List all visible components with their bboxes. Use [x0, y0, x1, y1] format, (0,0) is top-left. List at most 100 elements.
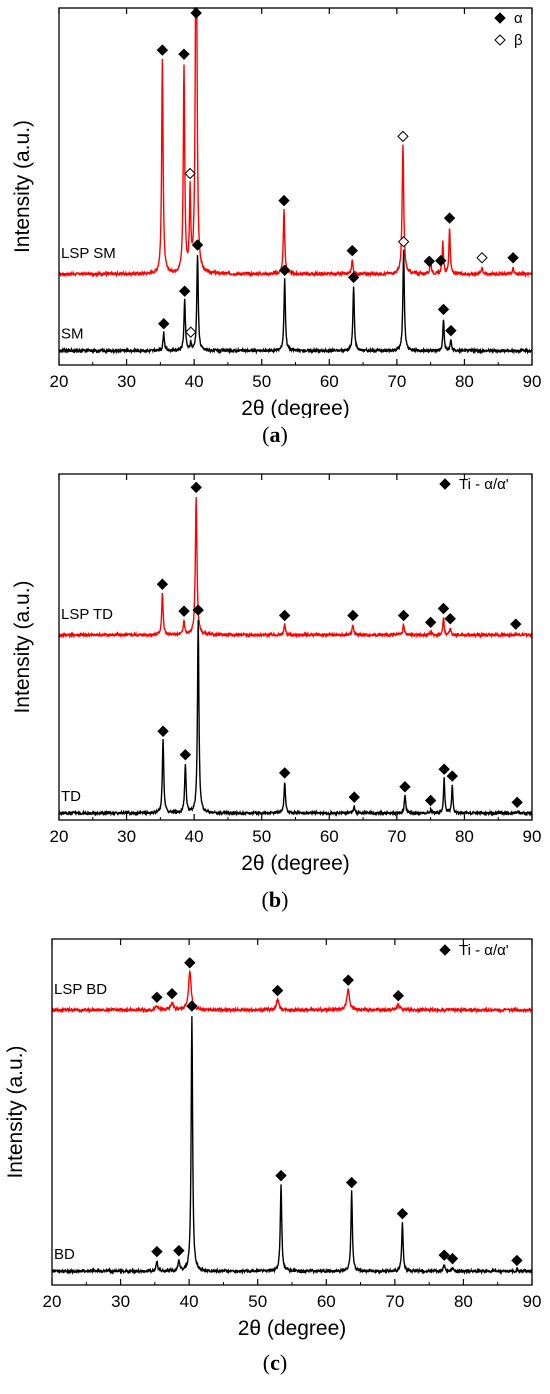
alpha-marker	[158, 318, 170, 330]
alpha-marker	[342, 974, 354, 986]
alpha-marker	[438, 1249, 450, 1261]
legend-label: Ti - α/α'	[459, 942, 509, 959]
x-tick-label: 60	[320, 827, 339, 846]
alpha-marker	[437, 303, 450, 316]
x-tick-label: 30	[111, 1292, 130, 1311]
alpha-marker	[178, 605, 190, 617]
alpha-marker	[511, 796, 523, 809]
panel-a: LSP SM SM 20 30 40 50 60 70 80 90 2θ (degree) Inten…	[0, 0, 550, 460]
x-tick-label: 70	[387, 372, 406, 391]
filled-diamond-icon	[439, 944, 451, 956]
panel-b: LSP TD TD 20 30 40 50 60 70 80 90 2θ (degree) Inten…	[0, 460, 550, 930]
series-td: TD	[58, 604, 533, 818]
series-lsp-sm: LSP SM	[58, 7, 533, 279]
alpha-marker	[510, 618, 522, 630]
alpha-marker	[275, 1169, 287, 1182]
legend-label: Ti - α/α'	[459, 476, 509, 493]
alpha-marker	[178, 48, 190, 60]
caption-a: (a)	[262, 422, 288, 447]
x-axis: 20 30 40 50 60 70 80 90	[50, 8, 541, 391]
alpha-marker	[278, 264, 291, 276]
alpha-marker	[151, 1245, 163, 1258]
alpha-marker	[424, 616, 437, 629]
trace-line	[51, 1016, 533, 1276]
x-tick-label: 50	[248, 1292, 267, 1311]
trace-line	[58, 249, 533, 355]
series-label: TD	[61, 788, 81, 805]
alpha-marker	[507, 252, 519, 264]
x-tick-label: 90	[523, 827, 542, 846]
alpha-marker	[435, 254, 447, 267]
alpha-marker	[446, 1252, 459, 1265]
alpha-marker	[345, 1176, 358, 1189]
x-tick-label: 80	[455, 372, 474, 391]
plot-frame	[58, 7, 533, 366]
alpha-marker	[178, 285, 191, 297]
x-tick-label: 50	[252, 827, 271, 846]
alpha-marker	[278, 609, 291, 622]
y-axis-title: Intensity (a.u.)	[11, 580, 34, 713]
beta-marker	[397, 236, 410, 248]
series-label: SM	[61, 326, 84, 343]
trace-line	[51, 969, 533, 1014]
alpha-marker	[424, 794, 437, 807]
y-axis-title: Intensity (a.u.)	[4, 1045, 27, 1178]
x-tick-label: 20	[50, 372, 69, 391]
plot-frame	[58, 473, 533, 821]
series-label: BD	[54, 1246, 75, 1263]
beta-marker	[476, 252, 488, 264]
x-tick-label: 80	[455, 827, 474, 846]
x-tick-label: 40	[185, 827, 204, 846]
alpha-marker	[399, 781, 411, 793]
alpha-marker	[446, 770, 458, 782]
x-axis-title: 2θ (degree)	[241, 397, 350, 418]
alpha-marker	[346, 244, 358, 257]
x-tick-label: 40	[180, 1292, 199, 1311]
x-tick-label: 40	[185, 372, 204, 391]
alpha-marker	[156, 44, 169, 56]
alpha-marker	[186, 1000, 198, 1012]
alpha-marker	[348, 791, 360, 803]
x-tick-label: 60	[320, 372, 339, 391]
open-diamond-icon	[494, 34, 506, 46]
alpha-marker	[511, 1254, 523, 1267]
alpha-marker	[278, 194, 290, 207]
alpha-marker	[278, 767, 291, 779]
alpha-marker	[173, 1244, 185, 1257]
plot-frame	[51, 938, 533, 1286]
trace-line	[58, 497, 533, 640]
alpha-marker	[396, 1207, 409, 1220]
x-axis-title: 2θ (degree)	[238, 1317, 347, 1340]
alpha-marker	[190, 481, 202, 494]
alpha-marker	[179, 748, 192, 761]
alpha-marker	[444, 613, 456, 625]
beta-marker	[185, 326, 197, 338]
alpha-marker	[347, 271, 360, 284]
series-lsp-td: LSP TD	[58, 481, 533, 640]
alpha-marker	[437, 602, 450, 615]
xrd-chart-a: LSP SM SM 20 30 40 50 60 70 80 90 2θ (degree) Inten…	[11, 7, 541, 420]
alpha-marker	[423, 255, 435, 268]
alpha-marker	[438, 763, 450, 775]
x-tick-label: 70	[385, 1292, 404, 1311]
panel-c: LSP BD BD 20 30 40 50 60 70 80 90 2θ (degree) Inten…	[0, 930, 550, 1394]
x-tick-label: 30	[117, 827, 136, 846]
y-axis-title: Intensity (a.u.)	[11, 120, 34, 253]
x-tick-label: 30	[117, 372, 136, 391]
alpha-marker	[184, 957, 196, 969]
alpha-marker	[445, 324, 457, 337]
alpha-marker	[347, 609, 359, 622]
legend-label: β	[514, 32, 523, 49]
alpha-marker	[156, 578, 169, 590]
series-label: LSP BD	[54, 981, 107, 998]
x-tick-label: 60	[317, 1292, 336, 1311]
alpha-marker	[157, 725, 169, 737]
alpha-marker	[397, 609, 410, 622]
alpha-marker	[190, 7, 202, 19]
x-tick-label: 50	[252, 372, 271, 391]
alpha-marker	[192, 604, 204, 616]
x-axis-title: 2θ (degree)	[241, 852, 350, 875]
legend: Ti - α/α'	[439, 476, 509, 493]
x-tick-label: 20	[43, 1292, 62, 1311]
beta-marker	[184, 167, 196, 180]
